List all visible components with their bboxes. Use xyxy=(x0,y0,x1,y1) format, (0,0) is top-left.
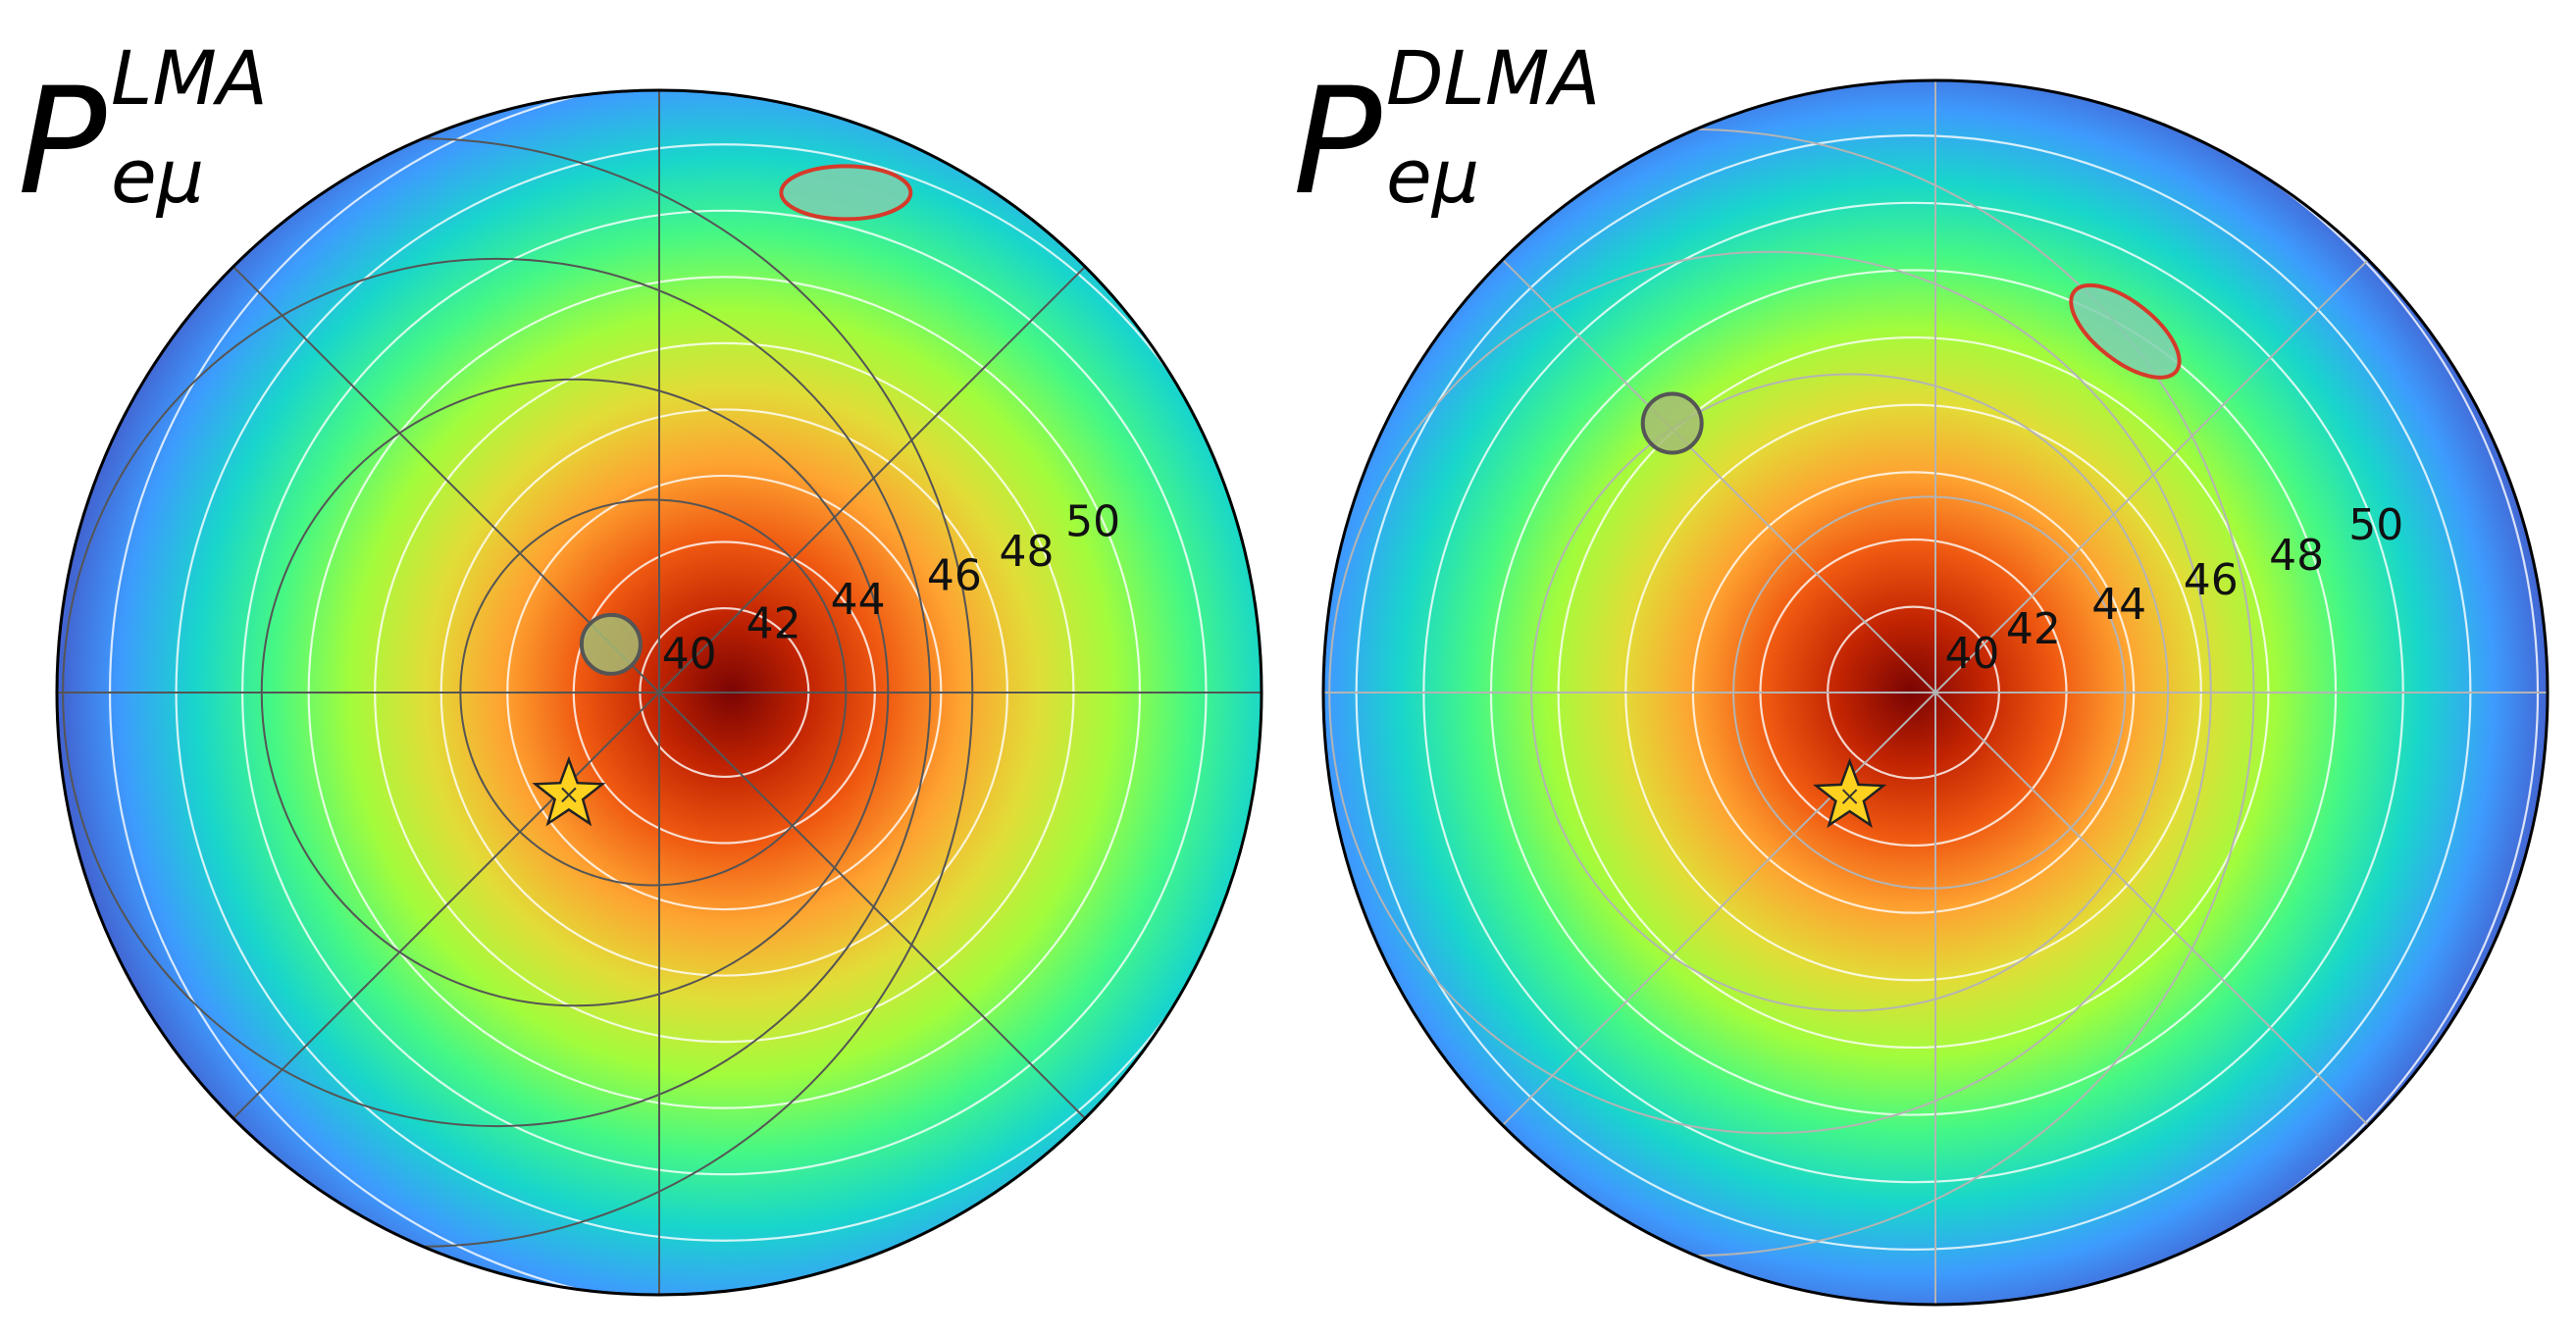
star-cross xyxy=(561,787,577,803)
contour-label: 42 xyxy=(747,599,801,649)
grey-circle-marker xyxy=(1640,391,1704,455)
contour-label: 50 xyxy=(1065,496,1120,546)
panel-1-title-superscript: LMA xyxy=(111,34,268,122)
contour-label: 46 xyxy=(2184,555,2239,605)
panel-1-title-base: P xyxy=(18,57,107,228)
contour-label: 42 xyxy=(2006,604,2061,654)
panel-2-title-subscript: eμ xyxy=(1386,132,1480,220)
star-marker xyxy=(1812,757,1887,829)
panel-2-title-base: P xyxy=(1293,57,1382,228)
star-cross xyxy=(1841,789,1858,804)
localization-ellipse xyxy=(779,164,913,222)
grey-circle-marker xyxy=(579,612,643,676)
contour-label: 40 xyxy=(662,629,717,679)
contour-label: 48 xyxy=(2269,531,2324,581)
contour-label: 40 xyxy=(1944,629,1999,679)
contour-label: 50 xyxy=(2348,500,2403,550)
panel-1-title-subscript: eμ xyxy=(111,132,205,220)
panel-2-title: P DLMA eμ xyxy=(1293,41,1600,217)
panel-1-title: P LMA eμ xyxy=(18,41,268,217)
sky-map-grid xyxy=(57,90,1262,1295)
contour-label: 48 xyxy=(1000,527,1055,577)
sky-map-border xyxy=(55,88,1263,1297)
sky-map-panel-2: 40 42 44 46 48 50 xyxy=(1321,78,2550,1307)
diagonal-line xyxy=(57,90,1262,1295)
sky-map-border xyxy=(1321,78,2550,1307)
contour-label: 44 xyxy=(831,575,886,625)
localization-ellipse xyxy=(2069,283,2182,380)
diagonal-line xyxy=(1323,80,2548,1305)
panel-2-title-superscript: DLMA xyxy=(1386,34,1601,122)
contour-label: 44 xyxy=(2091,580,2146,630)
contour-label: 46 xyxy=(927,551,982,601)
star-marker xyxy=(532,755,606,827)
